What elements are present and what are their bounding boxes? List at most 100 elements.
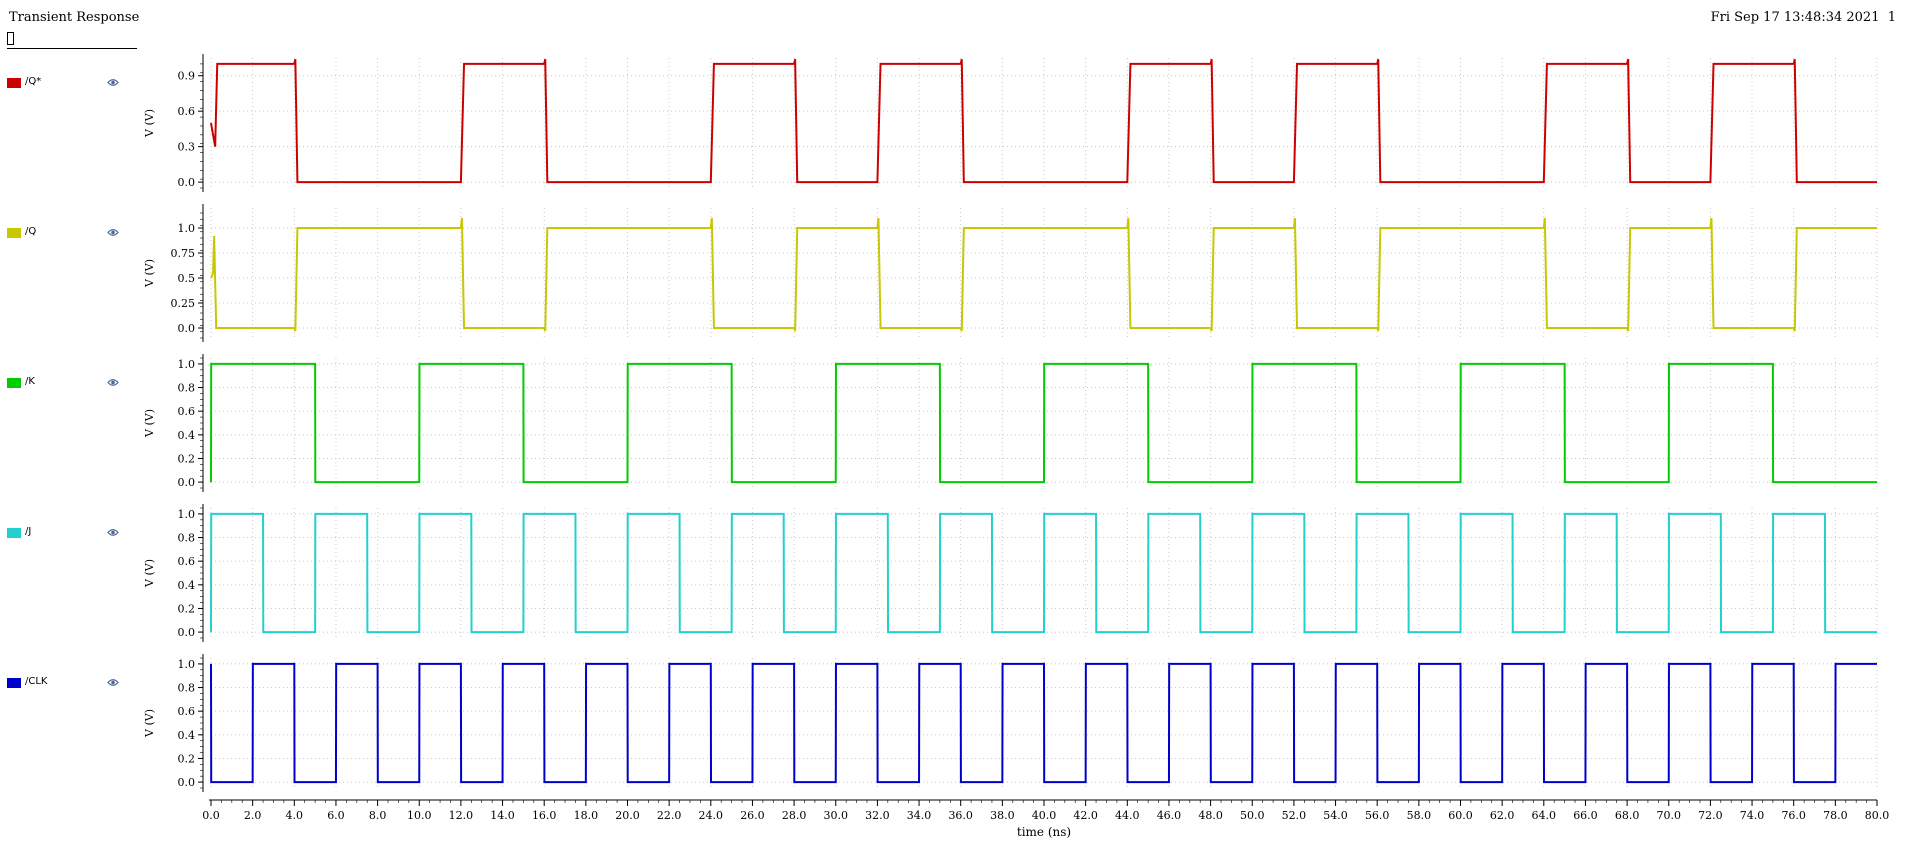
eye-icon[interactable] xyxy=(107,378,119,387)
timestamp: Fri Sep 17 13:48:34 2021 1 xyxy=(1710,10,1896,25)
panel-0: 0.0 0.3 0.6 0.9 V (V) xyxy=(143,54,1878,192)
x-tick-label: 34.0 xyxy=(907,809,932,822)
x-tick-label: 0.0 xyxy=(202,809,220,822)
legend-label: /CLK xyxy=(25,676,48,687)
y-tick-label: 0.0 xyxy=(178,476,196,489)
signal-trace-clk xyxy=(210,662,1877,784)
x-tick-label: 52.0 xyxy=(1282,809,1307,822)
x-tick-label: 28.0 xyxy=(782,809,807,822)
x-tick-label: 78.0 xyxy=(1823,809,1848,822)
y-axis-label: V (V) xyxy=(143,409,156,438)
x-tick-label: 62.0 xyxy=(1490,809,1515,822)
x-tick-label: 46.0 xyxy=(1157,809,1182,822)
x-tick-label: 2.0 xyxy=(244,809,262,822)
y-tick-label: 0.75 xyxy=(171,247,196,260)
x-tick-label: 4.0 xyxy=(286,809,304,822)
y-tick-label: 0.3 xyxy=(178,141,196,154)
y-tick-label: 0.5 xyxy=(178,272,196,285)
x-tick-label: 80.0 xyxy=(1865,809,1890,822)
title-edit-field[interactable] xyxy=(7,32,137,49)
y-tick-label: 0.2 xyxy=(178,452,196,465)
y-tick-label: 0.8 xyxy=(178,682,196,695)
x-tick-label: 6.0 xyxy=(327,809,345,822)
x-tick-label: 44.0 xyxy=(1115,809,1140,822)
y-tick-label: 1.0 xyxy=(178,658,196,671)
panel-1: 0.0 0.25 0.5 0.75 1.0 V (V) xyxy=(143,204,1878,342)
x-tick-label: 76.0 xyxy=(1781,809,1806,822)
legend-swatch xyxy=(7,228,21,238)
signal-trace-j xyxy=(210,512,1877,634)
x-tick-label: 14.0 xyxy=(490,809,515,822)
x-tick-label: 40.0 xyxy=(1032,809,1057,822)
y-tick-label: 0.6 xyxy=(178,405,196,418)
window-title: Transient Response xyxy=(9,10,140,25)
x-tick-label: 8.0 xyxy=(369,809,387,822)
x-tick-label: 70.0 xyxy=(1657,809,1682,822)
x-tick-label: 12.0 xyxy=(449,809,474,822)
y-tick-label: 0.4 xyxy=(178,729,196,742)
panel-3: 0.0 0.2 0.4 0.6 0.8 1.0 V (V) xyxy=(143,504,1878,642)
x-tick-label: 24.0 xyxy=(699,809,724,822)
y-tick-label: 0.25 xyxy=(171,297,196,310)
legend-label: /Q xyxy=(25,226,37,237)
y-axis-label: V (V) xyxy=(143,559,156,588)
y-tick-label: 0.0 xyxy=(178,776,196,789)
legend-swatch xyxy=(7,528,21,538)
legend-label: /J xyxy=(25,526,32,537)
legend-swatch xyxy=(7,378,21,388)
y-tick-label: 0.0 xyxy=(178,322,196,335)
legend-label: /K xyxy=(25,376,35,387)
x-tick-label: 60.0 xyxy=(1448,809,1473,822)
y-axis-label: V (V) xyxy=(143,259,156,288)
x-axis-label: time (ns) xyxy=(1017,825,1071,839)
y-tick-label: 0.8 xyxy=(178,532,196,545)
signal-trace-k xyxy=(210,362,1877,484)
x-tick-label: 26.0 xyxy=(740,809,765,822)
signal-trace-q xyxy=(210,217,1877,332)
x-tick-label: 30.0 xyxy=(824,809,849,822)
panel-4: 0.0 0.2 0.4 0.6 0.8 1.0 V (V) xyxy=(143,654,1878,792)
eye-icon[interactable] xyxy=(107,678,119,687)
y-tick-label: 0.2 xyxy=(178,752,196,765)
y-tick-label: 0.0 xyxy=(178,176,196,189)
x-tick-label: 68.0 xyxy=(1615,809,1640,822)
signal-trace-q xyxy=(210,58,1877,184)
x-tick-label: 64.0 xyxy=(1532,809,1557,822)
panel-2: 0.0 0.2 0.4 0.6 0.8 1.0 V (V) xyxy=(143,354,1878,492)
x-tick-label: 36.0 xyxy=(948,809,973,822)
y-tick-label: 1.0 xyxy=(178,508,196,521)
x-tick-label: 22.0 xyxy=(657,809,682,822)
eye-icon[interactable] xyxy=(107,78,119,87)
x-tick-label: 54.0 xyxy=(1323,809,1348,822)
legend-swatch xyxy=(7,78,21,88)
legend-label: /Q* xyxy=(25,76,42,87)
x-tick-label: 66.0 xyxy=(1573,809,1598,822)
x-tick-label: 56.0 xyxy=(1365,809,1390,822)
y-axis-label: V (V) xyxy=(143,709,156,738)
x-tick-label: 20.0 xyxy=(615,809,640,822)
y-tick-label: 0.8 xyxy=(178,382,196,395)
y-tick-label: 0.0 xyxy=(178,626,196,639)
x-tick-label: 74.0 xyxy=(1740,809,1765,822)
x-tick-label: 42.0 xyxy=(1073,809,1098,822)
y-axis-label: V (V) xyxy=(143,109,156,138)
eye-icon[interactable] xyxy=(107,528,119,537)
x-tick-label: 32.0 xyxy=(865,809,890,822)
x-tick-label: 72.0 xyxy=(1698,809,1723,822)
x-tick-label: 18.0 xyxy=(574,809,599,822)
y-tick-label: 1.0 xyxy=(178,222,196,235)
y-tick-label: 0.4 xyxy=(178,579,196,592)
y-tick-label: 0.2 xyxy=(178,602,196,615)
y-tick-label: 0.4 xyxy=(178,429,196,442)
y-tick-label: 0.6 xyxy=(178,555,196,568)
y-tick-label: 0.6 xyxy=(178,105,196,118)
y-tick-label: 0.6 xyxy=(178,705,196,718)
y-tick-label: 0.9 xyxy=(178,70,196,83)
text-cursor-icon xyxy=(7,32,14,45)
x-tick-label: 48.0 xyxy=(1198,809,1223,822)
eye-icon[interactable] xyxy=(107,228,119,237)
x-tick-label: 58.0 xyxy=(1407,809,1432,822)
x-tick-label: 38.0 xyxy=(990,809,1015,822)
x-tick-label: 16.0 xyxy=(532,809,557,822)
